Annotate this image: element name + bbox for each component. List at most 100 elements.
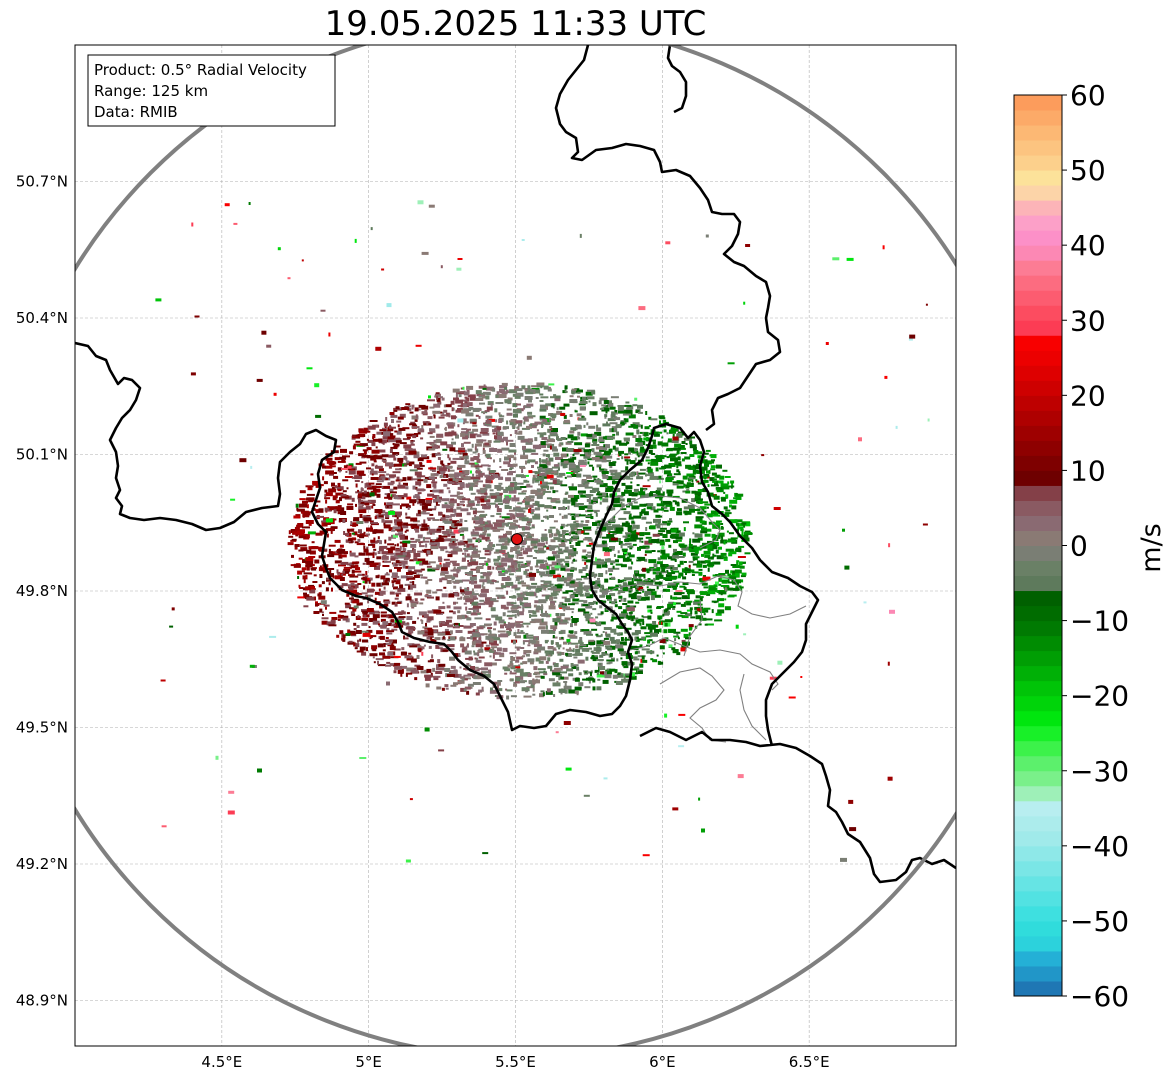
echo-pixel — [479, 487, 486, 491]
echo-pixel — [618, 409, 626, 414]
echo-pixel — [531, 524, 535, 529]
echo-pixel — [342, 519, 346, 523]
echo-pixel — [348, 574, 355, 577]
echo-pixel — [700, 560, 707, 564]
echo-pixel — [677, 637, 680, 640]
echo-pixel — [443, 518, 449, 522]
echo-pixel — [552, 672, 561, 676]
echo-pixel — [586, 647, 590, 652]
echo-pixel — [662, 500, 671, 505]
echo-pixel — [690, 552, 698, 556]
echo-pixel — [470, 612, 478, 616]
echo-pixel — [476, 510, 485, 513]
echo-pixel — [532, 503, 537, 506]
echo-pixel — [539, 571, 546, 576]
echo-pixel — [564, 577, 572, 582]
echo-pixel — [357, 639, 359, 643]
echo-pixel — [676, 610, 682, 613]
echo-pixel — [467, 503, 475, 507]
echo-pixel — [550, 592, 557, 597]
echo-pixel — [354, 555, 359, 558]
echo-pixel — [485, 539, 491, 542]
echo-pixel — [605, 588, 609, 593]
echo-pixel — [429, 540, 436, 545]
echo-pixel — [524, 388, 528, 393]
echo-pixel — [513, 669, 517, 672]
echo-pixel — [397, 587, 406, 592]
echo-pixel — [464, 587, 470, 592]
echo-pixel — [356, 650, 364, 653]
echo-pixel — [649, 609, 652, 612]
echo-pixel — [562, 647, 565, 650]
echo-pixel — [364, 575, 368, 578]
echo-pixel — [666, 607, 671, 610]
echo-pixel — [544, 422, 551, 425]
echo-pixel — [734, 569, 742, 574]
echo-pixel — [413, 553, 421, 557]
echo-pixel — [640, 487, 643, 492]
echo-pixel — [293, 563, 301, 568]
echo-pixel — [503, 621, 506, 625]
echo-pixel — [674, 584, 678, 589]
echo-pixel — [662, 613, 665, 617]
echo-pixel — [688, 632, 691, 637]
echo-pixel — [349, 552, 356, 557]
echo-pixel — [462, 498, 470, 501]
echo-pixel — [627, 498, 631, 503]
echo-pixel — [598, 400, 602, 405]
echo-pixel — [713, 495, 720, 500]
echo-pixel — [702, 488, 708, 493]
echo-pixel — [472, 510, 477, 515]
echo-pixel — [525, 460, 527, 465]
echo-pixel — [544, 505, 552, 508]
echo-pixel — [637, 546, 641, 551]
echo-pixel — [489, 571, 493, 574]
echo-pixel — [324, 497, 331, 500]
echo-pixel — [524, 448, 532, 453]
echo-pixel — [481, 641, 487, 644]
echo-pixel — [622, 612, 629, 617]
echo-pixel — [499, 639, 502, 644]
echo-pixel — [717, 598, 724, 602]
echo-pixel — [736, 560, 740, 563]
echo-pixel — [489, 655, 492, 658]
echo-pixel — [719, 475, 725, 480]
echo-pixel — [492, 637, 500, 641]
echo-pixel — [550, 586, 557, 591]
echo-pixel — [666, 570, 669, 574]
echo-pixel — [564, 560, 570, 563]
echo-pixel — [558, 533, 564, 537]
echo-pixel — [482, 391, 491, 395]
echo-pixel — [321, 617, 329, 620]
echo-pixel — [544, 440, 549, 443]
echo-pixel — [620, 501, 623, 504]
echo-pixel — [595, 544, 602, 548]
echo-pixel — [357, 538, 361, 542]
echo-pixel — [453, 450, 459, 452]
echo-pixel — [631, 578, 634, 582]
echo-pixel — [556, 651, 560, 654]
echo-pixel — [559, 406, 566, 410]
echo-pixel — [692, 464, 695, 468]
echo-pixel — [489, 489, 494, 492]
echo-pixel — [473, 640, 482, 644]
echo-pixel — [440, 475, 444, 478]
echo-pixel — [450, 513, 456, 517]
echo-pixel — [354, 475, 363, 480]
echo-pixel — [414, 464, 421, 469]
echo-pixel — [599, 666, 606, 670]
echo-pixel — [663, 470, 671, 475]
echo-pixel — [685, 443, 688, 445]
echo-pixel — [746, 532, 753, 535]
echo-pixel — [363, 545, 366, 550]
echo-pixel — [396, 516, 399, 520]
echo-pixel — [521, 545, 525, 548]
echo-pixel — [392, 562, 397, 567]
echo-pixel — [532, 693, 536, 696]
echo-pixel — [720, 523, 724, 525]
echo-pixel — [652, 533, 660, 537]
echo-pixel — [490, 598, 497, 602]
echo-pixel — [495, 594, 500, 597]
echo-pixel — [430, 546, 439, 550]
echo-pixel — [682, 552, 686, 557]
